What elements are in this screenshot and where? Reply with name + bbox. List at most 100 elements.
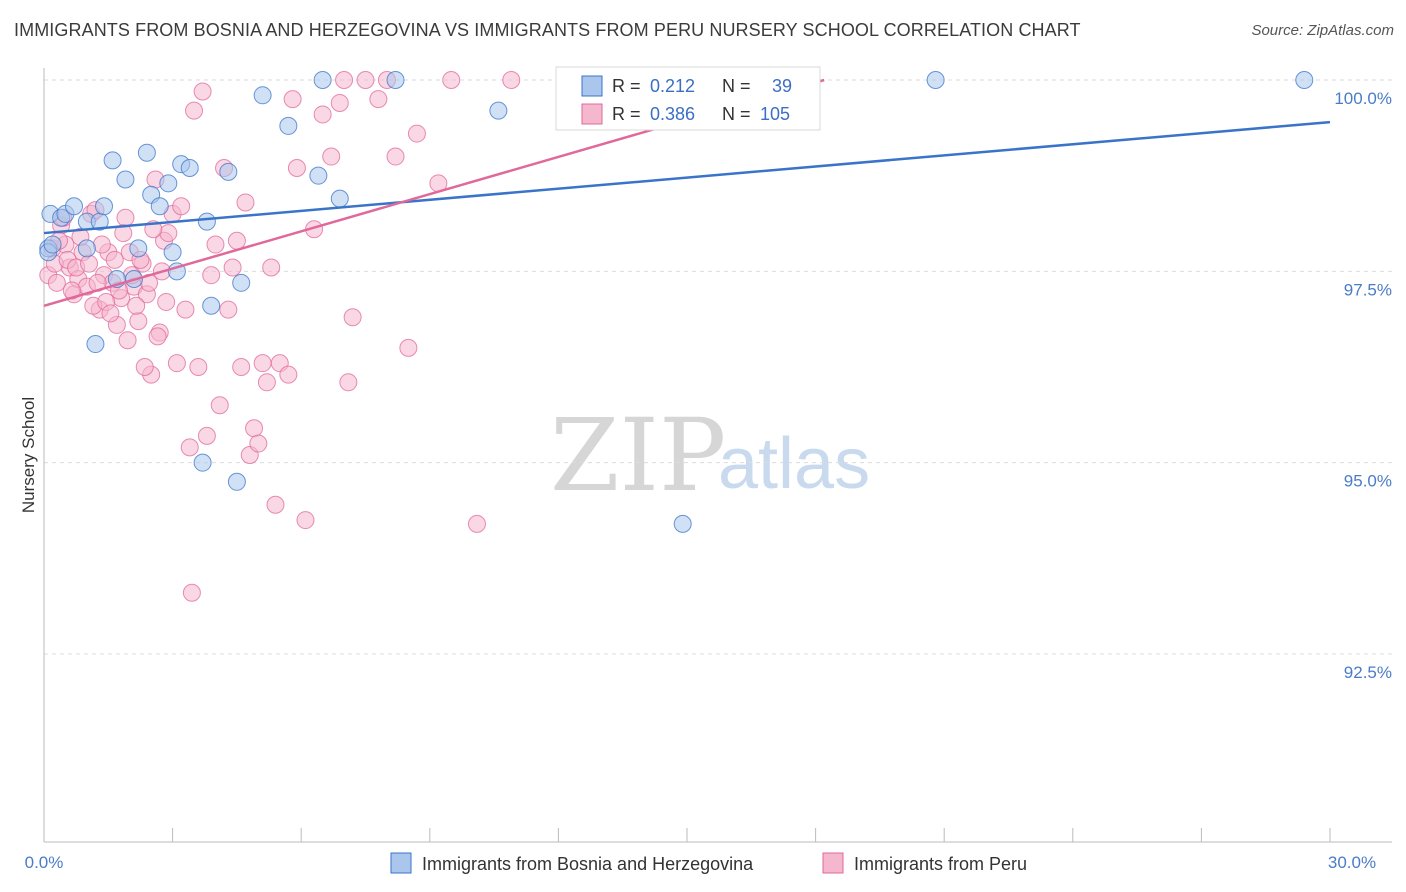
point-bosnia <box>1295 71 1314 89</box>
point-peru <box>266 495 285 514</box>
point-peru <box>135 358 154 376</box>
point-peru <box>197 426 216 445</box>
point-peru <box>296 511 315 530</box>
point-bosnia <box>65 197 84 216</box>
point-peru <box>176 300 195 319</box>
point-peru <box>172 197 191 216</box>
point-bosnia <box>197 212 216 231</box>
x-tick-label-max: 30.0% <box>1328 853 1376 872</box>
point-peru <box>283 90 302 109</box>
point-bosnia <box>673 514 692 533</box>
y-tick-label: 95.0% <box>1344 472 1392 491</box>
point-bosnia <box>232 273 251 292</box>
point-bosnia <box>330 189 349 208</box>
trend-line-bosnia <box>43 120 1331 235</box>
point-peru <box>249 434 268 453</box>
point-peru <box>219 300 238 319</box>
scatter-points <box>39 71 1314 602</box>
watermark: ZIP atlas <box>550 397 870 514</box>
point-bosnia <box>129 239 148 258</box>
point-peru <box>343 308 362 327</box>
point-peru <box>189 358 208 376</box>
point-bosnia <box>159 174 178 193</box>
point-peru <box>232 358 251 376</box>
point-peru <box>313 105 332 124</box>
point-peru <box>236 193 255 212</box>
point-bosnia <box>219 162 238 181</box>
point-peru <box>47 273 66 292</box>
chart-title: IMMIGRANTS FROM BOSNIA AND HERZEGOVINA V… <box>14 20 1081 40</box>
point-peru <box>245 419 264 438</box>
point-peru <box>80 254 99 273</box>
point-peru <box>335 71 354 89</box>
point-peru <box>92 235 111 254</box>
point-peru <box>114 224 133 243</box>
bottom-legend: Immigrants from Bosnia and Herzegovina I… <box>390 852 1027 874</box>
point-bosnia <box>116 170 135 189</box>
point-peru <box>399 338 418 357</box>
stats-n-value-pink: 105 <box>760 104 790 124</box>
point-bosnia <box>202 296 221 315</box>
point-peru <box>202 266 221 285</box>
point-bosnia <box>103 151 122 170</box>
stats-r-label-pink: R = <box>612 104 641 124</box>
stats-r-value-blue: 0.212 <box>650 76 695 96</box>
point-bosnia <box>86 335 105 354</box>
point-peru <box>193 82 212 101</box>
point-peru <box>407 124 426 143</box>
point-peru <box>287 159 306 178</box>
point-bosnia <box>77 239 96 258</box>
y-tick-label: 92.5% <box>1344 663 1392 682</box>
stats-legend: R = 0.212 N = 39 R = 0.386 N = 105 <box>555 66 821 131</box>
y-tick-label: 97.5% <box>1344 280 1392 299</box>
point-peru <box>116 208 135 227</box>
point-bosnia <box>180 159 199 178</box>
point-bosnia <box>95 197 114 216</box>
axes: 92.5% 95.0% 97.5% 100.0% 0.0% 30.0% <box>25 68 1392 872</box>
legend-label-pink: Immigrants from Peru <box>854 854 1027 874</box>
point-peru <box>356 71 375 89</box>
point-peru <box>257 373 276 392</box>
legend-label-blue: Immigrants from Bosnia and Herzegovina <box>422 854 754 874</box>
stats-r-label-blue: R = <box>612 76 641 96</box>
point-peru <box>279 365 298 384</box>
point-bosnia <box>309 166 328 185</box>
y-axis-label: Nursery School <box>19 397 38 513</box>
legend-swatch-pink <box>822 852 844 874</box>
point-peru <box>322 147 341 166</box>
point-bosnia <box>313 71 332 89</box>
point-peru <box>157 292 176 311</box>
point-peru <box>159 224 178 243</box>
point-peru <box>180 438 199 457</box>
point-bosnia <box>489 101 508 120</box>
point-peru <box>253 354 272 373</box>
point-peru <box>262 258 281 277</box>
point-peru <box>105 250 124 269</box>
point-peru <box>369 90 388 109</box>
point-bosnia <box>279 116 298 135</box>
point-peru <box>167 354 186 373</box>
point-peru <box>129 312 148 331</box>
point-peru <box>118 331 137 350</box>
point-peru <box>386 147 405 166</box>
watermark-zip: ZIP <box>550 397 726 514</box>
chart-source: Source: ZipAtlas.com <box>1251 22 1394 39</box>
point-peru <box>223 258 242 277</box>
point-peru <box>182 583 201 602</box>
point-peru <box>467 514 486 533</box>
point-bosnia <box>386 71 405 89</box>
stats-swatch-pink <box>581 103 603 125</box>
point-bosnia <box>227 472 246 491</box>
point-bosnia <box>137 143 156 162</box>
stats-swatch-blue <box>581 75 603 97</box>
point-peru <box>148 327 167 346</box>
stats-n-label-blue: N = <box>722 76 751 96</box>
point-peru <box>127 296 146 315</box>
x-tick-label-min: 0.0% <box>25 853 64 872</box>
stats-n-value-blue: 39 <box>772 76 792 96</box>
watermark-atlas: atlas <box>718 424 870 504</box>
stats-r-value-pink: 0.386 <box>650 104 695 124</box>
point-peru <box>185 101 204 120</box>
point-bosnia <box>43 235 62 254</box>
